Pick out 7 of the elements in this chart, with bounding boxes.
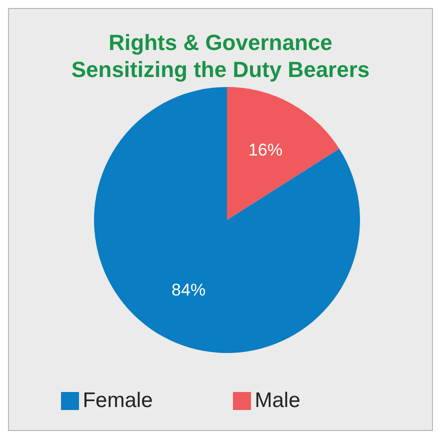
data-label: 84%	[172, 280, 206, 300]
chart-title: Rights & Governance Sensitizing the Duty Bearers	[70, 29, 371, 83]
pie-slice	[94, 87, 360, 353]
legend-label: Female	[82, 389, 153, 412]
legend-label: Male	[254, 389, 300, 412]
pie-slice	[227, 87, 340, 220]
data-label: 16%	[248, 140, 282, 160]
